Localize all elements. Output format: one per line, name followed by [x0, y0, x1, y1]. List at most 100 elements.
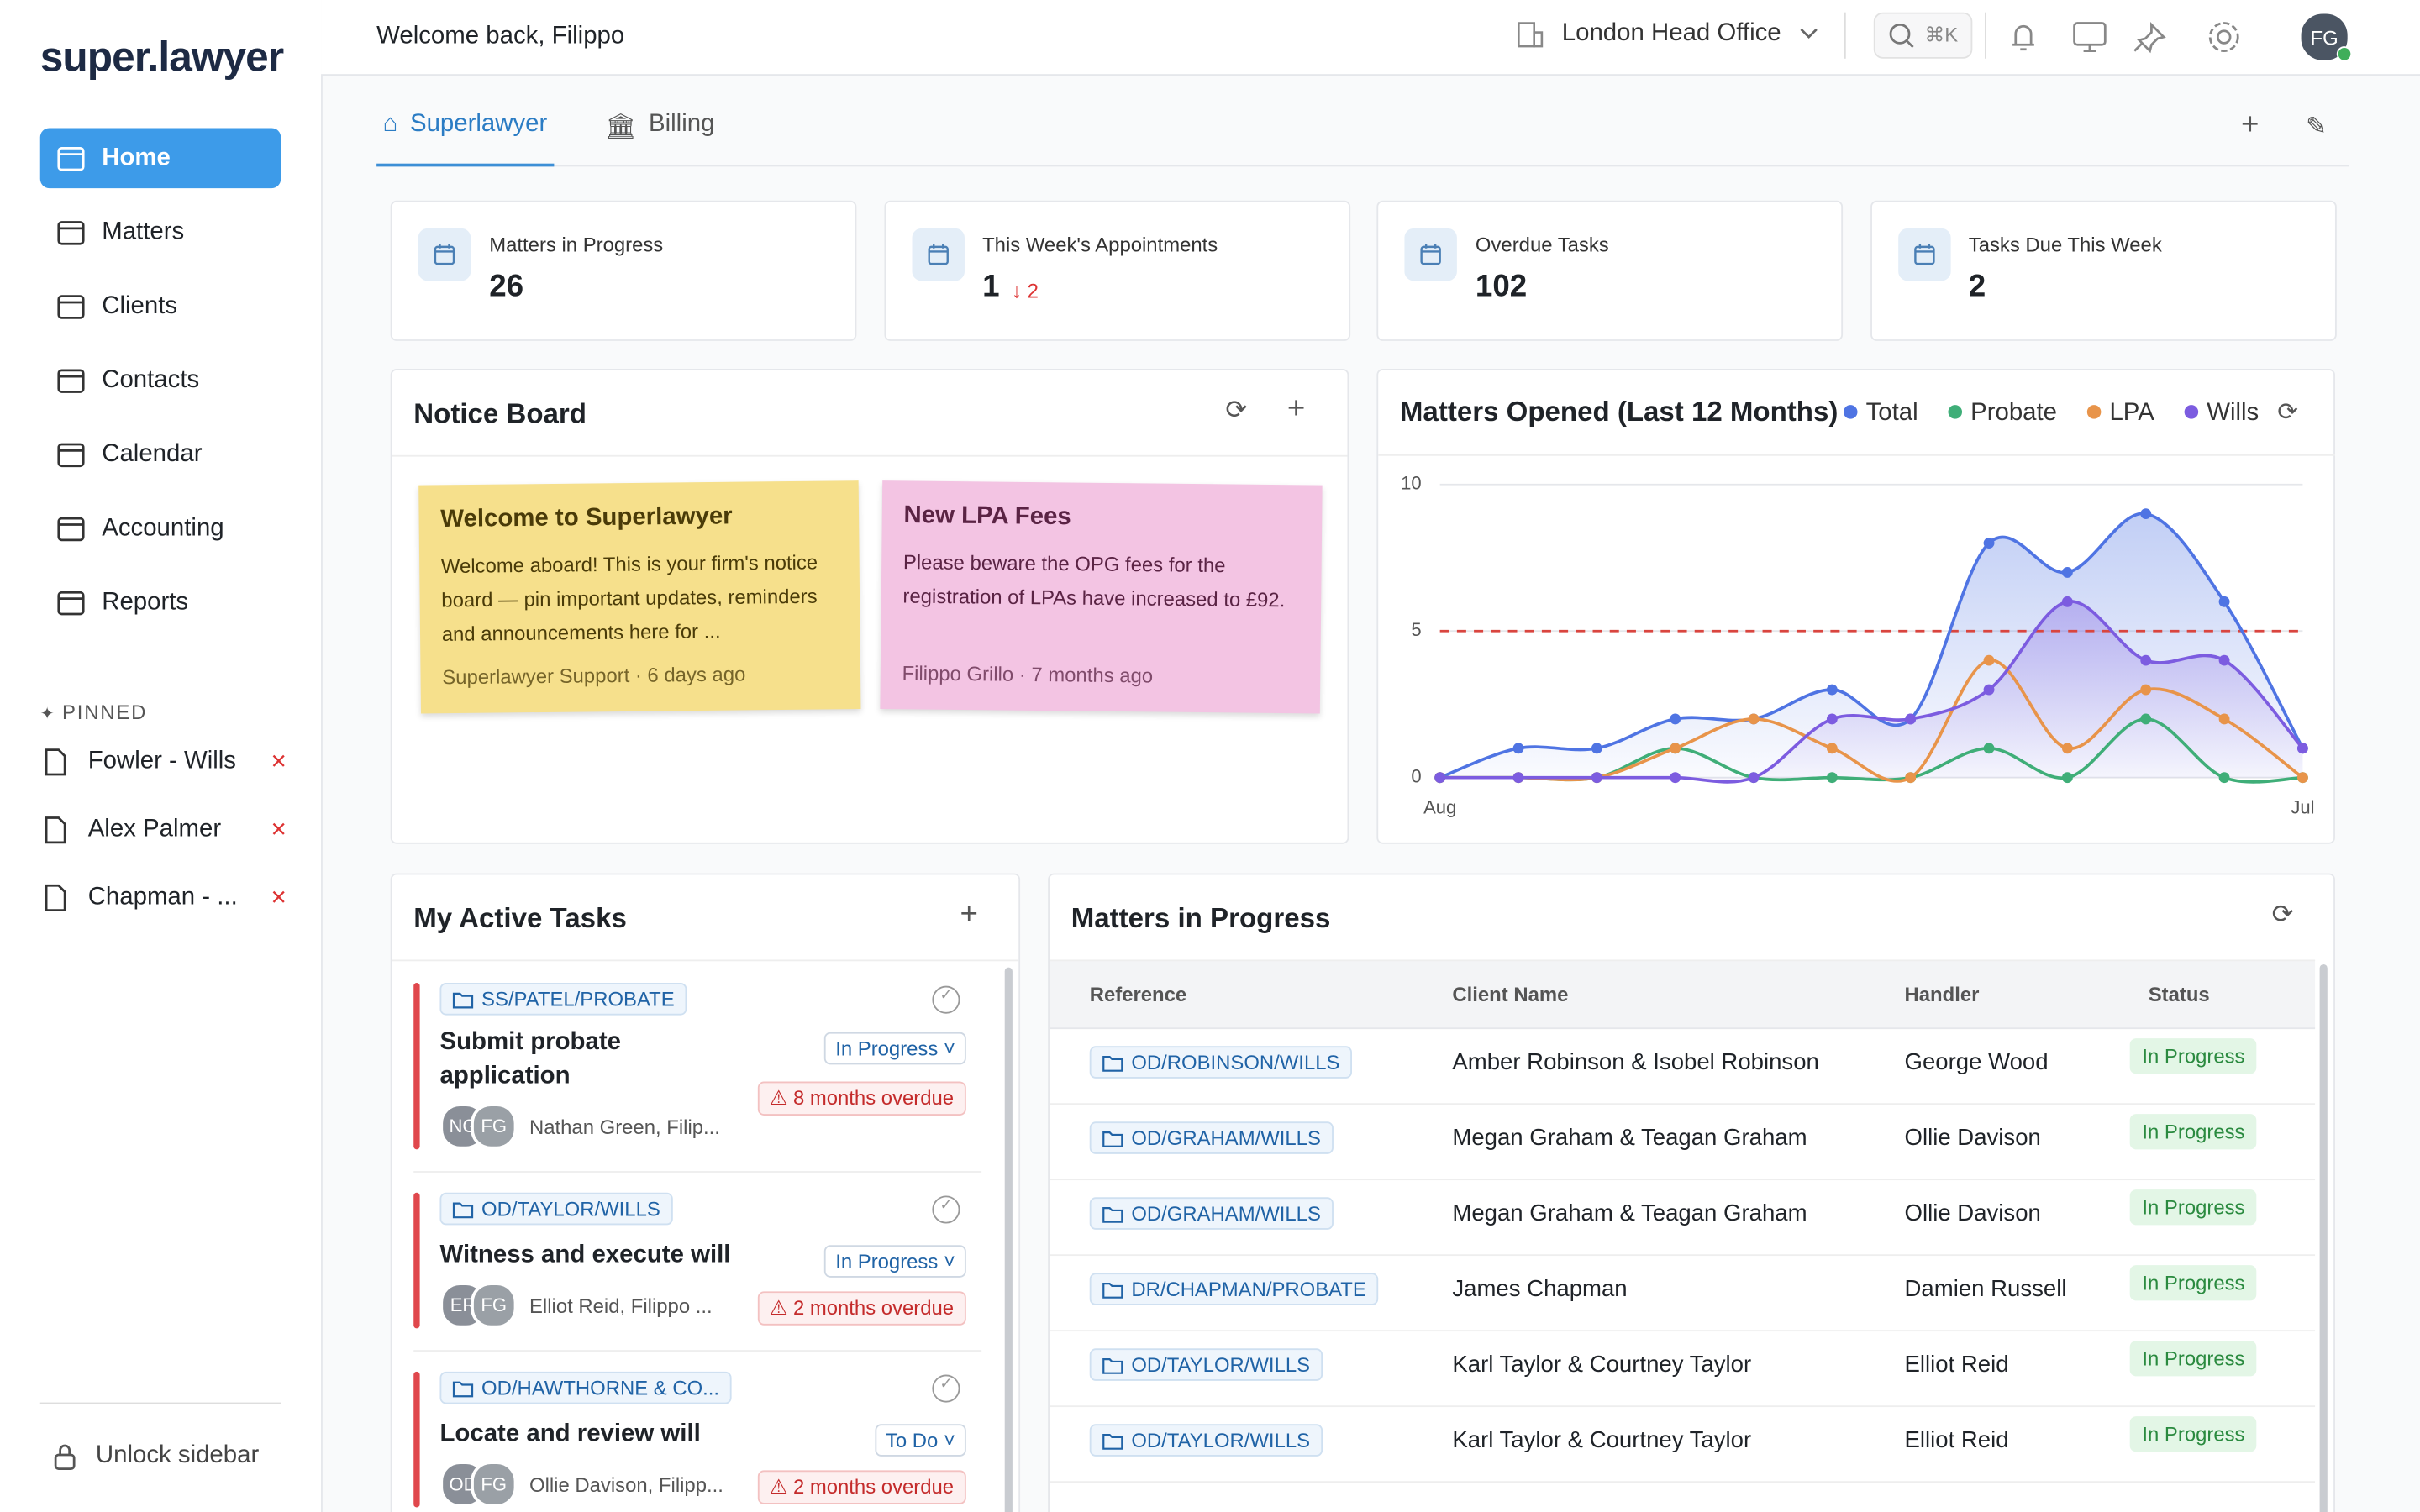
legend-label: LPA — [2109, 398, 2154, 426]
task-item[interactable]: OD/HAWTHORNE & CO... ✓ Locate and review… — [413, 1350, 981, 1512]
nav-item[interactable]: Calendar — [40, 424, 281, 485]
scrollbar[interactable] — [2319, 963, 2328, 1512]
complete-button[interactable]: ✓ — [932, 1195, 960, 1224]
matter-ref: OD/TAYLOR/WILLS — [481, 1197, 660, 1221]
point — [2140, 508, 2152, 520]
handler-cell: Elliot Reid — [1904, 1351, 2009, 1378]
nav-item[interactable]: Accounting — [40, 498, 281, 559]
nav-item[interactable]: Contacts — [40, 350, 281, 411]
matter-ref: SS/PATEL/PROBATE — [481, 987, 675, 1011]
pinned-name: Alex Palmer — [87, 816, 222, 843]
sticky-note[interactable]: Welcome to Superlawyer Welcome aboard! Th… — [418, 480, 861, 714]
point — [1826, 743, 1838, 754]
stat-label: Tasks Due This Week — [1968, 233, 2162, 256]
icon — [1913, 244, 1934, 265]
nav-item[interactable]: Reports — [40, 572, 281, 633]
table-row[interactable]: OD/TAYLOR/WILLS Karl Taylor & Courtney T… — [1049, 1330, 2316, 1408]
tab[interactable]: ⌂ Superlawyer — [376, 111, 554, 167]
overdue-badge: ⚠ 8 months overdue — [757, 1081, 966, 1116]
stat-icon — [418, 228, 471, 281]
point — [1905, 713, 1917, 725]
user-avatar[interactable]: FG — [2297, 10, 2351, 64]
office-select[interactable]: London Head Office — [1516, 20, 1818, 48]
edit-button[interactable]: ✎ — [2306, 113, 2327, 141]
point — [2061, 567, 2073, 578]
complete-button[interactable]: ✓ — [932, 985, 960, 1014]
pinned-item[interactable]: Fowler - Wills ✕ — [40, 739, 287, 785]
tasks-card: My Active Tasks + SS/PATEL/PROBATE ✓ Sub… — [390, 873, 1021, 1512]
complete-button[interactable]: ✓ — [932, 1374, 960, 1403]
matter-tag[interactable]: OD/TAYLOR/WILLS — [439, 1192, 673, 1226]
task-item[interactable]: SS/PATEL/PROBATE ✓ Submit probate applic… — [413, 961, 982, 1173]
task-item[interactable]: OD/TAYLOR/WILLS ✓ Witness and execute wi… — [413, 1171, 982, 1352]
reference-cell[interactable]: DR/CHAPMAN/PROBATE — [1089, 1273, 1379, 1305]
reference-cell[interactable]: OD/TAYLOR/WILLS — [1089, 1424, 1323, 1457]
lock-icon — [54, 1444, 76, 1470]
client-cell: James Chapman — [1452, 1275, 1628, 1303]
reference-cell[interactable]: OD/TAYLOR/WILLS — [1089, 1348, 1323, 1381]
table-row[interactable]: DR/CHAPMAN/PROBATE James Chapman Damien … — [1049, 1254, 2316, 1332]
point — [2140, 713, 2152, 725]
reference-cell[interactable]: OD/GRAHAM/WILLS — [1089, 1121, 1334, 1154]
status-cell: In Progress — [2129, 1416, 2258, 1452]
unpin[interactable]: ✕ — [270, 749, 287, 774]
pinned-item[interactable]: Chapman - ... ✕ — [40, 874, 287, 921]
pin-icon — [45, 748, 66, 776]
divider — [39, 1402, 281, 1404]
point — [2218, 596, 2230, 607]
client-cell: Karl Taylor & Courtney Taylor — [1452, 1351, 1752, 1378]
building-icon — [1518, 22, 1544, 48]
matters-card: Matters in Progress ⟳ Reference Client Na… — [1048, 873, 2335, 1512]
unpin[interactable]: ✕ — [270, 885, 287, 909]
stat-icon — [911, 228, 965, 281]
legend-dot — [2086, 405, 2102, 419]
status-select[interactable]: To Do ˅ — [875, 1424, 966, 1457]
table-row[interactable]: OD/GRAHAM/WILLS Megan Graham & Teagan Gr… — [1049, 1103, 2316, 1181]
point — [1826, 684, 1838, 696]
point — [1983, 538, 1995, 549]
point — [1905, 772, 1917, 784]
reference: OD/GRAHAM/WILLS — [1131, 1201, 1321, 1226]
refresh-button: ⟳ — [2277, 398, 2298, 426]
add-button[interactable]: + — [960, 897, 978, 932]
tab[interactable]: 🏛 Billing — [605, 111, 715, 141]
assignees: NG FG Nathan Green, Filip... — [439, 1103, 720, 1150]
folder-icon — [1102, 1357, 1123, 1373]
logo[interactable]: super.lawyer — [39, 34, 284, 81]
reference-cell[interactable]: OD/ROBINSON/WILLS — [1089, 1046, 1353, 1079]
nav-item[interactable]: Home — [39, 128, 281, 189]
search[interactable]: ⌘K — [1873, 12, 1973, 59]
status: In Progress — [835, 1037, 939, 1060]
pinned-item[interactable]: Alex Palmer ✕ — [40, 807, 287, 853]
unlock-button[interactable]: Unlock sidebar — [52, 1442, 259, 1470]
legend-dot — [1948, 405, 1963, 419]
legend-label: Wills — [2207, 398, 2259, 426]
nav-item[interactable]: Clients — [40, 276, 281, 337]
table-row[interactable]: OD/ROBINSON/WILLS Amber Robinson & Isobe… — [1049, 1027, 2316, 1105]
table-row[interactable]: OD/GRAHAM/WILLS Megan Graham & Teagan Gr… — [1049, 1179, 2316, 1257]
card-title: Notice Board — [413, 397, 587, 429]
matter-tag[interactable]: OD/HAWTHORNE & CO... — [439, 1371, 732, 1404]
add-button[interactable]: + — [2240, 108, 2260, 142]
pinned-label: ✦ PINNED — [39, 700, 148, 724]
sticky-note[interactable]: New LPA Fees Please beware the OPG fees f… — [880, 480, 1323, 714]
table-row[interactable]: OD/TAYLOR/WILLS Karl Taylor & Courtney T… — [1049, 1405, 2316, 1483]
warn-icon: ⚠ — [769, 1295, 793, 1320]
matter-tag[interactable]: SS/PATEL/PROBATE — [439, 983, 687, 1016]
point — [1826, 713, 1838, 725]
status-select[interactable]: In Progress ˅ — [824, 1245, 966, 1278]
status-cell: In Progress — [2129, 1038, 2258, 1074]
nav-icon — [57, 368, 85, 392]
scrollbar[interactable] — [1004, 967, 1013, 1512]
toolbar-icons[interactable] — [2003, 18, 2281, 55]
unpin[interactable]: ✕ — [270, 817, 287, 842]
x-tick-label: Jul — [2291, 796, 2314, 817]
nav-item[interactable]: Matters — [40, 202, 281, 263]
refresh-button[interactable]: ⟳ — [2271, 899, 2294, 929]
status-select[interactable]: In Progress ˅ — [824, 1032, 966, 1065]
refresh-button[interactable]: ⟳ — [1225, 395, 1248, 425]
search-shortcut: ⌘K — [1924, 23, 1959, 47]
add-button[interactable]: + — [1286, 391, 1306, 426]
reference-cell[interactable]: OD/GRAHAM/WILLS — [1089, 1197, 1334, 1230]
column-header: Status — [2148, 983, 2210, 1006]
